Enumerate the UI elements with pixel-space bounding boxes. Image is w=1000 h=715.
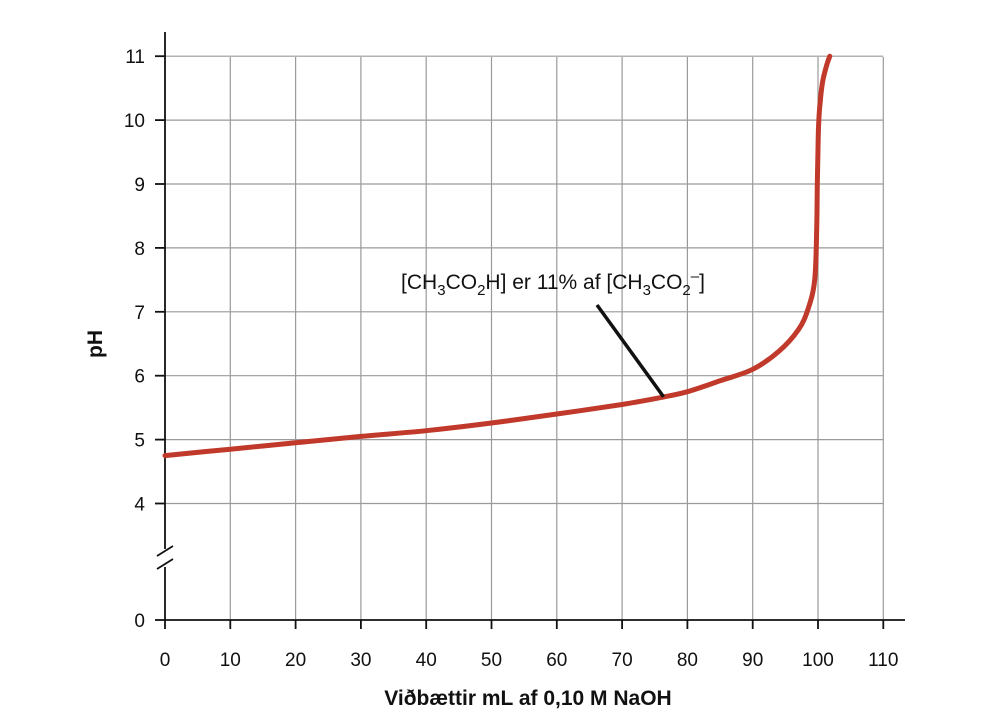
annotation-label: [CH3CO2H] er 11% af [CH3CO2–] bbox=[401, 268, 705, 299]
y-tick-label: 4 bbox=[134, 495, 145, 516]
y-ticks: 0 4 5 6 7 8 9 10 11 bbox=[124, 47, 165, 632]
y-tick-label: 9 bbox=[134, 175, 145, 196]
grid bbox=[165, 55, 884, 620]
x-tick-label: 60 bbox=[546, 650, 567, 671]
x-tick-label: 10 bbox=[220, 650, 241, 671]
series-line-ph bbox=[162, 53, 833, 459]
annotation-leader-line bbox=[595, 303, 665, 398]
y-tick-label: 11 bbox=[125, 47, 145, 68]
axes bbox=[156, 32, 905, 621]
x-tick-label: 70 bbox=[612, 650, 633, 671]
x-tick-label: 20 bbox=[285, 650, 306, 671]
y-tick-label: 10 bbox=[124, 111, 145, 132]
x-tick-label: 100 bbox=[802, 650, 834, 671]
x-ticks: 0 10 20 30 40 50 60 70 80 90 100 110 bbox=[160, 620, 898, 671]
y-tick-label: 6 bbox=[134, 367, 145, 388]
x-tick-label: 90 bbox=[742, 650, 763, 671]
axis-break-icon bbox=[156, 545, 174, 570]
x-tick-label: 50 bbox=[481, 650, 502, 671]
y-axis-title: pH bbox=[84, 330, 107, 358]
x-tick-label: 110 bbox=[868, 650, 898, 671]
y-tick-label: 0 bbox=[134, 611, 145, 632]
x-tick-label: 40 bbox=[416, 650, 437, 671]
x-axis-title: Viðbættir mL af 0,10 M NaOH bbox=[384, 687, 671, 710]
y-tick-label: 7 bbox=[134, 303, 145, 324]
x-tick-label: 0 bbox=[160, 650, 171, 671]
x-tick-label: 30 bbox=[350, 650, 371, 671]
x-tick-label: 80 bbox=[677, 650, 698, 671]
y-tick-label: 8 bbox=[134, 239, 145, 260]
y-tick-label: 5 bbox=[134, 431, 145, 452]
